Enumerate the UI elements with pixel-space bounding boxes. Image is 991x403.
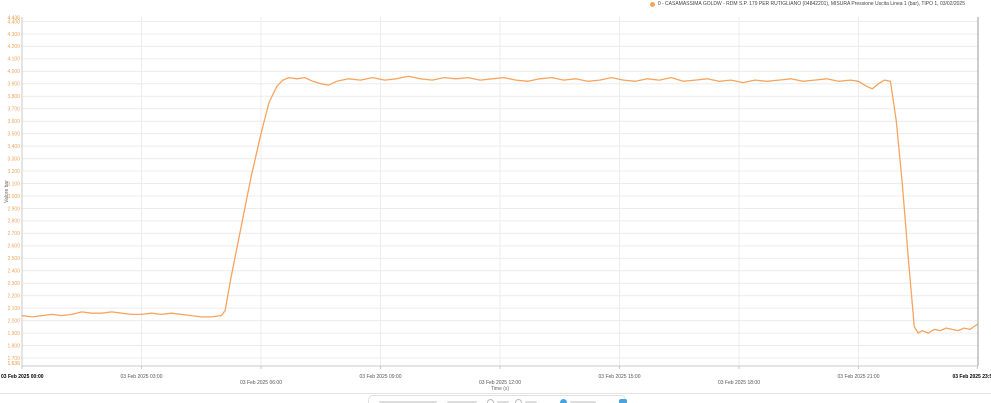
y-tick-label: 3.900 — [7, 82, 20, 88]
y-tick-label: 3.400 — [7, 144, 20, 150]
y-tick-label: 2.200 — [7, 294, 20, 300]
x-tick-label: 03 Feb 2025 09:00 — [360, 374, 402, 380]
y-axis-max-label: 4.436 — [7, 16, 20, 22]
toolbar-text-fragment — [379, 401, 437, 403]
y-tick-label: 2.300 — [7, 281, 20, 287]
y-tick-label: 1.800 — [7, 343, 20, 349]
y-tick-label: 2.700 — [7, 231, 20, 237]
footer-divider — [0, 393, 991, 394]
y-tick-label: 3.200 — [7, 169, 20, 175]
x-axis-title: Time (s) — [491, 386, 509, 392]
y-tick-label: 2.900 — [7, 206, 20, 212]
y-tick-label: 4.100 — [7, 57, 20, 63]
y-axis-title: Valore bar — [4, 180, 10, 203]
legend-marker-icon — [649, 1, 655, 7]
y-tick-label: 3.300 — [7, 156, 20, 162]
x-tick-label: 03 Feb 2025 21:00 — [838, 374, 880, 380]
toolbar-text-fragment — [570, 401, 596, 403]
y-tick-label: 4.400 — [7, 19, 20, 25]
radio-button-icon[interactable] — [487, 399, 494, 403]
y-tick-label: 1.900 — [7, 331, 20, 337]
y-tick-label: 1.700 — [7, 356, 20, 362]
x-tick-label: 03 Feb 2025 03:00 — [121, 374, 163, 380]
x-tick-label: 03 Feb 2025 00:00 — [1, 374, 44, 380]
toolbar-text-fragment — [447, 401, 477, 403]
y-tick-label: 2.400 — [7, 269, 20, 275]
link-icon[interactable] — [619, 399, 627, 403]
x-tick-label: 03 Feb 2025 23:59 — [952, 374, 991, 380]
y-tick-label: 3.600 — [7, 119, 20, 125]
y-tick-label: 2.000 — [7, 318, 20, 324]
legend-label: 0 - CASAMASSIMA GOLDW - RDM S.P. 179 PER… — [657, 1, 965, 7]
y-tick-label: 2.800 — [7, 219, 20, 225]
y-tick-label: 3.500 — [7, 131, 20, 137]
legend[interactable]: 0 - CASAMASSIMA GOLDW - RDM S.P. 179 PER… — [649, 1, 965, 7]
x-tick-label: 03 Feb 2025 12:00 — [479, 380, 521, 386]
y-tick-label: 2.500 — [7, 256, 20, 262]
y-tick-label: 3.100 — [7, 181, 20, 187]
bottom-toolbar[interactable] — [368, 395, 627, 403]
toolbar-text-fragment — [525, 401, 537, 403]
y-axis-min-label: 1.636 — [7, 361, 20, 367]
x-tick-label: 03 Feb 2025 15:00 — [599, 374, 641, 380]
y-tick-label: 3.700 — [7, 107, 20, 113]
x-tick-label: 03 Feb 2025 18:00 — [718, 380, 760, 386]
y-tick-label: 4.300 — [7, 32, 20, 38]
x-tick-label: 03 Feb 2025 06:00 — [240, 380, 282, 386]
y-tick-label: 2.100 — [7, 306, 20, 312]
radio-button-icon[interactable] — [515, 399, 522, 403]
y-tick-label: 4.200 — [7, 44, 20, 50]
y-tick-label: 4.000 — [7, 69, 20, 75]
toolbar-text-fragment — [497, 401, 509, 403]
radio-button-checked-icon[interactable] — [560, 399, 567, 403]
series-line — [21, 75, 978, 334]
y-tick-label: 3.800 — [7, 94, 20, 100]
y-tick-label: 3.000 — [7, 194, 20, 200]
y-tick-label: 2.600 — [7, 244, 20, 250]
